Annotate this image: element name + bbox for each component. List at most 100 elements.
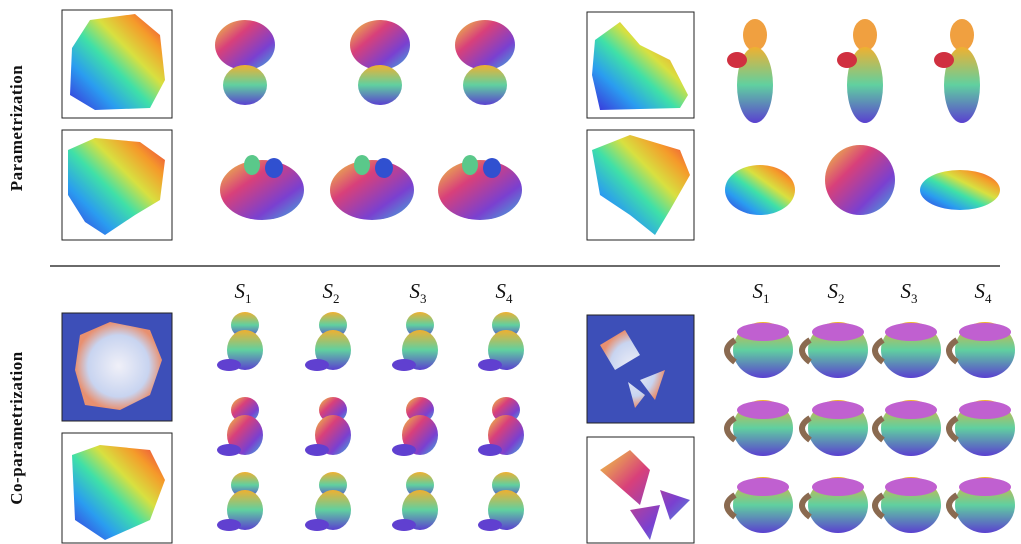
label-sub: 1: [245, 291, 252, 306]
teddy-body: [315, 330, 351, 370]
row-label: Parametrization: [7, 65, 26, 191]
fox-head: [950, 19, 974, 51]
teddy-leg: [217, 519, 241, 531]
heat-map: [600, 330, 665, 408]
label-base: S: [975, 279, 986, 303]
fox-arm: [837, 52, 857, 68]
figure-group: [220, 160, 304, 220]
teddy-leg: [478, 359, 502, 371]
mug-rim: [737, 323, 789, 341]
mug-handle: [946, 492, 959, 520]
teddy-head: [319, 312, 347, 338]
mug-rim: [812, 323, 864, 341]
teddy-leg: [392, 519, 416, 531]
teddy-leg: [478, 444, 502, 456]
teddy-body: [488, 330, 524, 370]
teddy-body: [227, 330, 263, 370]
teddy-head: [231, 472, 259, 498]
mug-rim: [959, 478, 1011, 496]
gargoyle: [358, 65, 402, 105]
uv-map: [72, 445, 165, 540]
column-label: S2: [323, 279, 340, 306]
teddy-head: [406, 472, 434, 498]
teddy-head: [406, 312, 434, 338]
column-labels: S1 S2 S3 S4 S1 S2 S3 S4: [235, 279, 993, 306]
mug-handle: [724, 415, 737, 443]
heat-box: [586, 314, 695, 424]
mug-rim: [737, 478, 789, 496]
uv-map: [600, 450, 690, 540]
gargoyle: [463, 65, 507, 105]
mug-rim: [959, 323, 1011, 341]
mug-handle: [724, 337, 737, 365]
teddy-head: [492, 312, 520, 338]
mug-handle: [799, 415, 812, 443]
teddy-body: [402, 415, 438, 455]
figure-head: [483, 158, 501, 178]
deformed: [725, 165, 795, 215]
column-label: S2: [828, 279, 845, 306]
gargoyle: [223, 65, 267, 105]
mug-rim: [737, 401, 789, 419]
gargoyle: [455, 20, 515, 70]
teddy-head: [319, 397, 347, 423]
figure-group: [330, 160, 414, 220]
fox-arm: [727, 52, 747, 68]
renders: [215, 19, 1015, 533]
figure-head: [244, 155, 260, 175]
figure-group: [438, 160, 522, 220]
teddy-body: [315, 490, 351, 530]
label-sub: 2: [838, 291, 845, 306]
figure-head: [265, 158, 283, 178]
mug-rim: [885, 401, 937, 419]
label-sub: 4: [506, 291, 513, 306]
teddy-body: [402, 330, 438, 370]
fox-body: [944, 47, 980, 123]
teddy-body: [488, 490, 524, 530]
teddy-head: [319, 472, 347, 498]
teddy-leg: [305, 519, 329, 531]
teddy-body: [227, 490, 263, 530]
teddy-head: [406, 397, 434, 423]
teddy-leg: [392, 444, 416, 456]
teddy-head: [492, 397, 520, 423]
mug-rim: [959, 401, 1011, 419]
teddy-head: [231, 312, 259, 338]
label-base: S: [410, 279, 421, 303]
column-label: S3: [410, 279, 427, 306]
mug-handle: [872, 492, 885, 520]
fox-head: [853, 19, 877, 51]
mug-handle: [872, 337, 885, 365]
uv-map: [592, 22, 688, 110]
row-label: Co-parametrization: [7, 351, 26, 505]
fox-head: [743, 19, 767, 51]
teddy-body: [488, 415, 524, 455]
fox-body: [847, 47, 883, 123]
fox-body: [737, 47, 773, 123]
figure-head: [375, 158, 393, 178]
label-sub: 1: [763, 291, 770, 306]
column-label: S1: [753, 279, 770, 306]
deformed: [825, 145, 895, 215]
figure-head: [354, 155, 370, 175]
teddy-leg: [392, 359, 416, 371]
mug-handle: [946, 337, 959, 365]
column-label: S4: [496, 279, 514, 306]
figure-head: [462, 155, 478, 175]
gargoyle: [215, 20, 275, 70]
mug-handle: [946, 415, 959, 443]
teddy-body: [402, 490, 438, 530]
fox-arm: [934, 52, 954, 68]
mug-handle: [799, 337, 812, 365]
teddy-head: [492, 472, 520, 498]
uv-map: [592, 135, 690, 235]
mug-handle: [872, 415, 885, 443]
gargoyle: [350, 20, 410, 70]
mug-handle: [799, 492, 812, 520]
teddy-head: [231, 397, 259, 423]
label-base: S: [323, 279, 334, 303]
teddy-leg: [305, 359, 329, 371]
uv-map: [70, 14, 165, 110]
label-sub: 3: [420, 291, 427, 306]
